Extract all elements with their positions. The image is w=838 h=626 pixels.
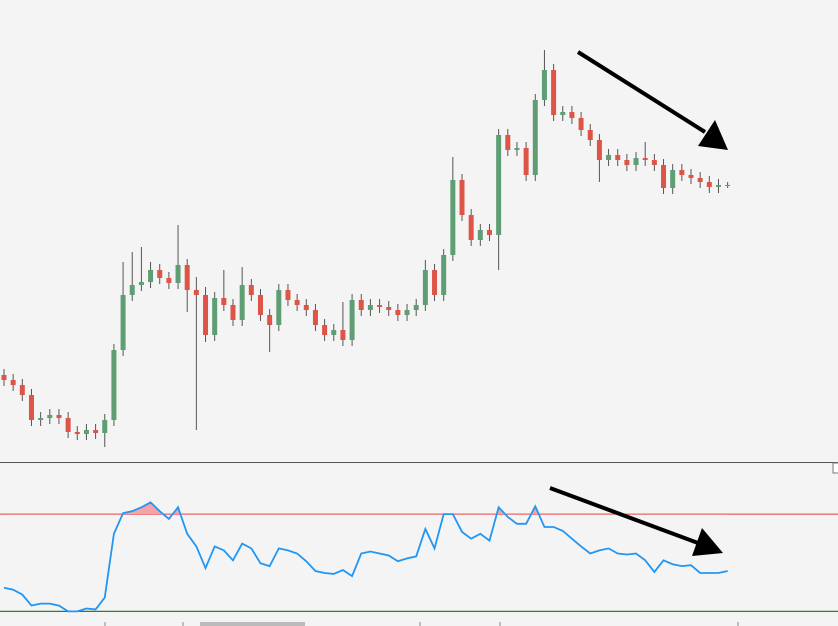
candle-body <box>257 295 263 315</box>
time-ticks <box>104 622 739 626</box>
candle-body <box>129 285 135 295</box>
candle-body <box>541 70 547 100</box>
candle-body <box>38 418 44 420</box>
candle-body <box>10 380 16 385</box>
candle-body <box>148 270 154 282</box>
candle-body <box>193 290 199 295</box>
candle-body <box>83 430 89 434</box>
candle-body <box>47 415 53 418</box>
candle-body <box>28 395 34 420</box>
candle-body <box>349 300 355 340</box>
pane-handle <box>832 462 838 474</box>
candle-body <box>624 160 630 165</box>
candle-body <box>358 300 364 310</box>
candle-body <box>230 305 236 320</box>
indicator-line <box>3 501 728 613</box>
candle-body <box>523 148 529 175</box>
candle-body <box>725 185 731 186</box>
candle-body <box>294 300 300 305</box>
indicator-pane <box>0 501 838 613</box>
candle-body <box>248 285 254 295</box>
candle-body <box>1 375 7 380</box>
candle-body <box>93 430 99 433</box>
arrow-head <box>698 120 728 150</box>
candle-body <box>422 270 428 305</box>
annotation-arrows <box>549 50 728 556</box>
candle-body <box>615 155 621 160</box>
price-pane <box>1 50 731 447</box>
candle-body <box>166 278 172 283</box>
candle-body <box>386 307 392 310</box>
candle-body <box>486 230 492 235</box>
candle-body <box>459 180 465 215</box>
candle-body <box>413 305 419 310</box>
candle-body <box>340 330 346 340</box>
candle-body <box>395 310 401 315</box>
candle-body <box>74 432 80 434</box>
candle-body <box>441 255 447 295</box>
candle-body <box>688 175 694 178</box>
candle-body <box>679 170 685 175</box>
candle-body <box>19 385 25 395</box>
candle-body <box>651 160 657 165</box>
candle-body <box>578 118 584 130</box>
arrow-shaft <box>576 50 707 134</box>
candle-body <box>661 165 667 188</box>
candle-body <box>450 180 456 255</box>
candle-body <box>496 135 502 235</box>
arrow-shaft <box>549 486 699 545</box>
candle-body <box>432 270 438 295</box>
candle-body <box>285 290 291 300</box>
scrollbar[interactable] <box>200 622 305 626</box>
candle-body <box>706 182 712 187</box>
candle-body <box>569 112 575 118</box>
candle-body <box>514 148 520 150</box>
candle-body <box>670 170 676 188</box>
candle-body <box>157 270 163 278</box>
candle-body <box>120 295 126 350</box>
candle-body <box>477 230 483 240</box>
candle-body <box>587 130 593 140</box>
candle-body <box>312 310 318 325</box>
candle-body <box>322 325 328 335</box>
candle-body <box>404 310 410 315</box>
candle-body <box>56 415 62 418</box>
candle-body <box>505 135 511 150</box>
candle-body <box>303 305 309 310</box>
candle-body <box>276 290 282 325</box>
candle-body <box>212 298 218 335</box>
candle-body <box>102 420 108 433</box>
arrow-head <box>692 528 723 556</box>
candle-body <box>203 295 209 335</box>
candle-body <box>367 305 373 310</box>
candle-body <box>221 298 227 305</box>
candle-body <box>377 305 383 307</box>
candle-body <box>596 140 602 160</box>
candle-body <box>642 158 648 160</box>
candle-body <box>175 265 181 283</box>
candle-body <box>138 282 144 285</box>
candle-body <box>606 155 612 160</box>
candle-body <box>697 178 703 182</box>
candle-body <box>532 100 538 175</box>
candle-body <box>468 215 474 240</box>
candle-body <box>633 158 639 165</box>
candle-body <box>65 418 71 432</box>
candle-body <box>331 330 337 335</box>
candle-body <box>239 285 245 320</box>
candle-body <box>111 350 117 420</box>
candle-body <box>184 265 190 290</box>
candle-body <box>715 185 721 187</box>
candle-body <box>267 315 273 325</box>
candle-body <box>560 112 566 115</box>
candle-body <box>551 70 557 115</box>
